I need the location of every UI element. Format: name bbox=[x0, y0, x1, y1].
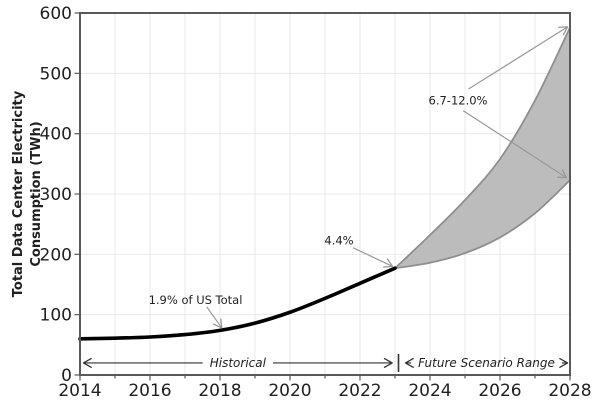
x-tick-label: 2024 bbox=[408, 381, 451, 401]
annotation-arrow bbox=[206, 306, 223, 329]
y-axis-title-line: Consumption (TWh) bbox=[29, 121, 44, 266]
x-tick-label: 2016 bbox=[128, 381, 171, 401]
y-tick-label: 400 bbox=[40, 125, 72, 145]
range-label-text: Future Scenario Range bbox=[418, 356, 555, 370]
y-tick-label: 500 bbox=[40, 64, 72, 84]
x-tick-label: 2018 bbox=[198, 381, 241, 401]
x-tick-label: 2014 bbox=[58, 381, 101, 401]
y-axis-title-line: Total Data Center Electricity bbox=[11, 90, 26, 297]
axis-ticks bbox=[74, 12, 571, 381]
future-scenario-band bbox=[394, 26, 571, 270]
historical-consumption-line bbox=[78, 266, 397, 341]
annotation-arrow bbox=[352, 247, 394, 268]
annotation-text: 1.9% of US Total bbox=[149, 293, 243, 307]
future-scenario-band-area bbox=[394, 26, 571, 270]
x-tick-label: 2022 bbox=[338, 381, 381, 401]
x-tick-label: 2028 bbox=[548, 381, 591, 401]
range-label-text: Historical bbox=[210, 356, 267, 370]
annotations: 1.9% of US Total 4.4% 6.7-12.0% bbox=[149, 26, 569, 329]
annotation-arrow bbox=[462, 110, 568, 179]
historical-line bbox=[78, 266, 397, 341]
y-tick-label: 100 bbox=[40, 306, 72, 326]
axis-tick-labels: 2014 2016 2018 2020 2022 2024 2026 2028 0 100 200 3… bbox=[40, 4, 592, 401]
y-tick-label: 300 bbox=[40, 185, 72, 205]
y-tick-label: 200 bbox=[40, 245, 72, 265]
y-tick-label: 600 bbox=[40, 4, 72, 24]
x-tick-label: 2026 bbox=[478, 381, 521, 401]
annotation-text: 6.7-12.0% bbox=[429, 93, 488, 107]
x-tick-label: 2020 bbox=[268, 381, 311, 401]
annotation-arrow bbox=[468, 26, 569, 90]
y-tick-label: 0 bbox=[61, 366, 72, 386]
annotation-text: 4.4% bbox=[324, 233, 353, 247]
range-annotations: Historical Future Scenario Range bbox=[82, 353, 569, 372]
y-axis-title: Total Data Center Electricity Consumption… bbox=[11, 90, 44, 297]
